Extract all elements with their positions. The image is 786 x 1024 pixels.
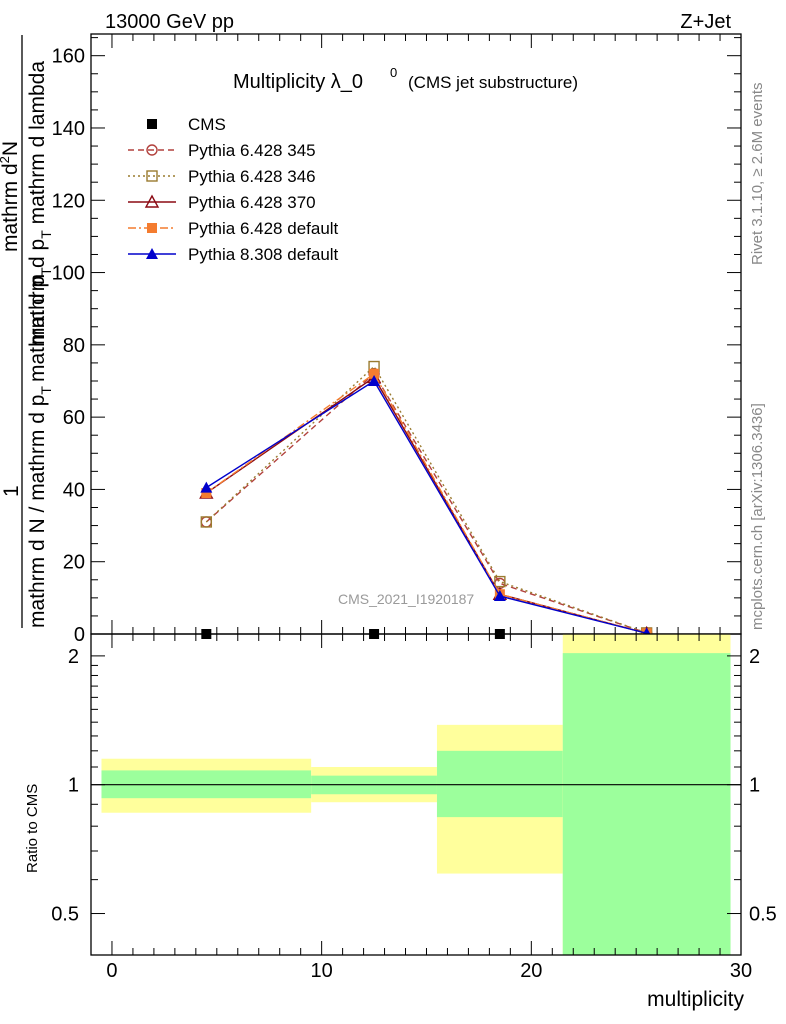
series-5-point (493, 590, 506, 602)
series-5-point (368, 374, 381, 386)
series-line-1 (205, 372, 647, 634)
series-5-point (200, 481, 213, 493)
main-y-tick-label: 80 (63, 335, 85, 357)
legend-label-5: Pythia 8.308 default (188, 245, 339, 264)
x-tick-label: 10 (311, 960, 333, 982)
title-superscript: 0 (390, 65, 397, 80)
main-y-tick-label: 20 (63, 552, 85, 574)
main-y-tick-label: 100 (52, 263, 85, 285)
analysis-watermark: CMS_2021_I1920187 (338, 591, 474, 607)
main-y-tick-label: 60 (63, 407, 85, 429)
mcplots-reference-label: mcplots.cern.ch [arXiv:1306.3436] (749, 403, 766, 630)
ylabel-denominator-top: mathrm d pT mathrm d lambda (26, 61, 54, 345)
main-y-tick-label: 0 (74, 624, 85, 646)
series-2-point (200, 516, 213, 528)
ratio-y-axis-label: Ratio to CMS (24, 784, 41, 873)
ratio-plot-frame (90, 633, 742, 956)
series-line-2 (205, 365, 647, 634)
ratio-y-tick-label-right: 2 (749, 646, 760, 668)
series-line-5 (205, 380, 647, 634)
legend-marker-5 (146, 248, 158, 259)
x-tick-label: 0 (106, 960, 117, 982)
legend-label-3: Pythia 6.428 370 (188, 193, 316, 212)
x-tick-label: 30 (730, 960, 752, 982)
title-subtitle: (CMS jet substructure) (408, 73, 578, 92)
x-tick-label: 20 (520, 960, 542, 982)
ratio-y-tick-label-right: 1 (749, 775, 760, 797)
legend-marker-3 (144, 194, 160, 208)
main-y-tick-label: 140 (52, 118, 85, 140)
series-4-point (201, 488, 212, 499)
legend-marker-0 (147, 119, 157, 129)
ratio-y-tick-label: 0.5 (51, 904, 79, 926)
process-label: Z+Jet (680, 11, 731, 33)
ratio-y-tick-label: 2 (68, 646, 79, 668)
ratio-y-tick-label-right: 0.5 (749, 904, 777, 926)
main-y-tick-label: 120 (52, 190, 85, 212)
ylabel-numerator: mathrm d2N (0, 141, 22, 252)
energy-label: 13000 GeV pp (105, 11, 234, 33)
ratio-band-inner-3 (562, 653, 731, 955)
legend-label-0: CMS (188, 115, 226, 134)
rivet-version-label: Rivet 3.1.10, ≥ 2.6M events (749, 83, 766, 266)
series-line-4 (205, 372, 647, 634)
title-main: Multiplicity λ_0 (233, 71, 363, 93)
series-2-point (494, 575, 506, 588)
legend-marker-2 (146, 170, 158, 182)
legend-marker-4 (147, 223, 157, 233)
plot-title: Multiplicity λ_0 0 (CMS jet substructure… (233, 65, 578, 93)
ratio-band-inner-2 (436, 750, 563, 818)
legend-label-4: Pythia 6.428 default (188, 219, 339, 238)
ylabel-denominator-bottom: mathrm d N / mathrm d pTmathrm d pT (26, 267, 54, 628)
main-y-tick-label: 40 (63, 479, 85, 501)
legend: CMS Pythia 6.428 345 Pythia 6.428 346 Pythi… (128, 115, 339, 264)
legend-marker-1 (146, 144, 158, 156)
legend-label-2: Pythia 6.428 346 (188, 167, 316, 186)
x-axis-label: multiplicity (647, 988, 744, 1011)
main-y-tick-label: 160 (52, 46, 85, 68)
legend-label-1: Pythia 6.428 345 (188, 141, 316, 160)
series-4-point (369, 368, 380, 379)
ylabel-one: 1 (0, 485, 23, 497)
main-y-axis-label: 1 mathrm d2N mathrm d pT mathrm d lambda… (0, 35, 54, 628)
ratio-y-tick-label: 1 (68, 775, 79, 797)
